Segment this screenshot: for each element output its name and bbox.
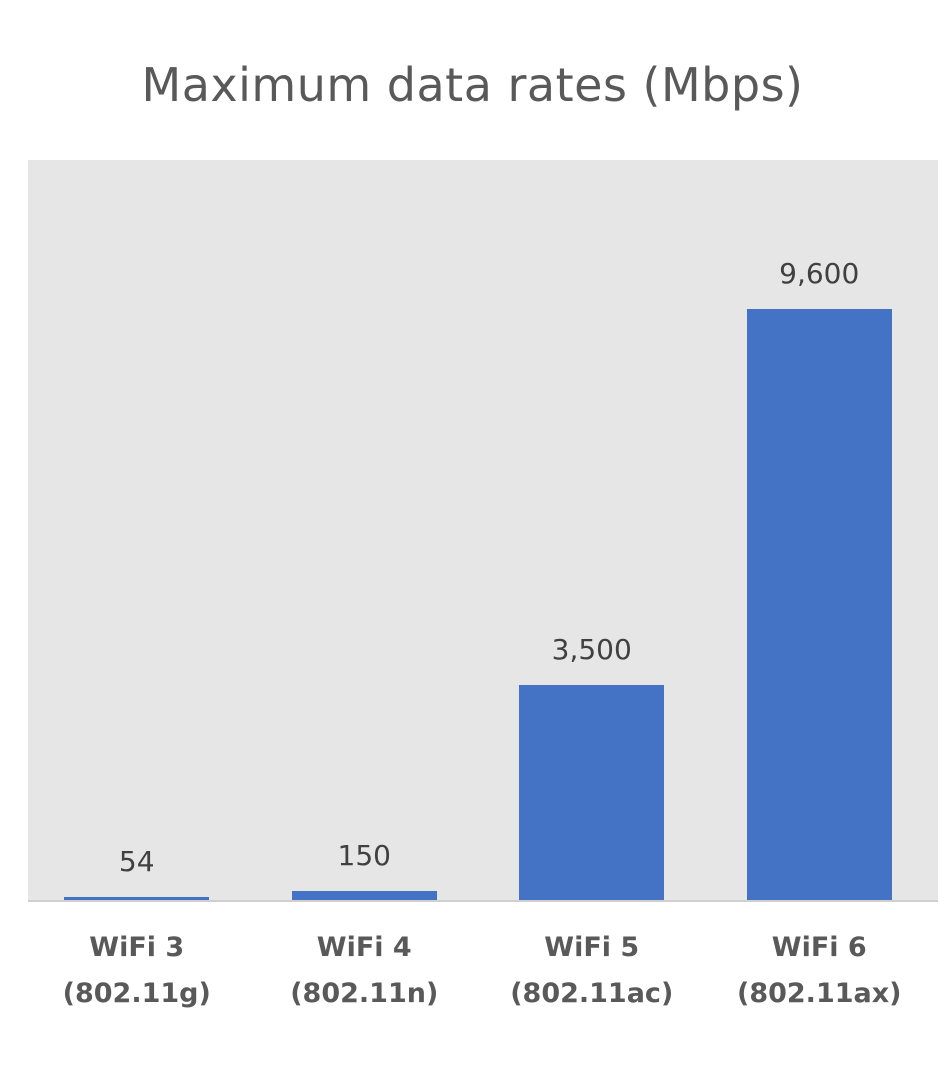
bar-3 <box>519 684 665 900</box>
chart-title: Maximum data rates (Mbps) <box>141 58 804 112</box>
category-standard: (802.11ax) <box>736 978 902 1009</box>
category-standard: (802.11g) <box>62 978 211 1009</box>
category-name: WiFi 3 <box>89 932 185 963</box>
data-label-3: 3,500 <box>551 632 632 666</box>
category-standard: (802.11n) <box>290 978 439 1009</box>
bar-2 <box>291 890 437 900</box>
category-standard: (802.11ac) <box>510 978 674 1009</box>
x-axis-baseline <box>28 900 938 902</box>
category-name: WiFi 5 <box>544 932 640 963</box>
category-label-1: WiFi 3 (802.11g) <box>37 925 237 1017</box>
bar-1 <box>64 896 210 900</box>
category-label-2: WiFi 4 (802.11n) <box>264 925 464 1017</box>
category-name: WiFi 6 <box>771 932 867 963</box>
data-label-1: 54 <box>118 844 155 878</box>
category-label-4: WiFi 6 (802.11ax) <box>719 925 919 1017</box>
data-label-2: 150 <box>337 838 391 872</box>
data-label-4: 9,600 <box>779 257 860 290</box>
bar-4 <box>746 309 892 900</box>
category-name: WiFi 4 <box>316 932 412 963</box>
category-label-3: WiFi 5 (802.11ac) <box>492 925 692 1017</box>
